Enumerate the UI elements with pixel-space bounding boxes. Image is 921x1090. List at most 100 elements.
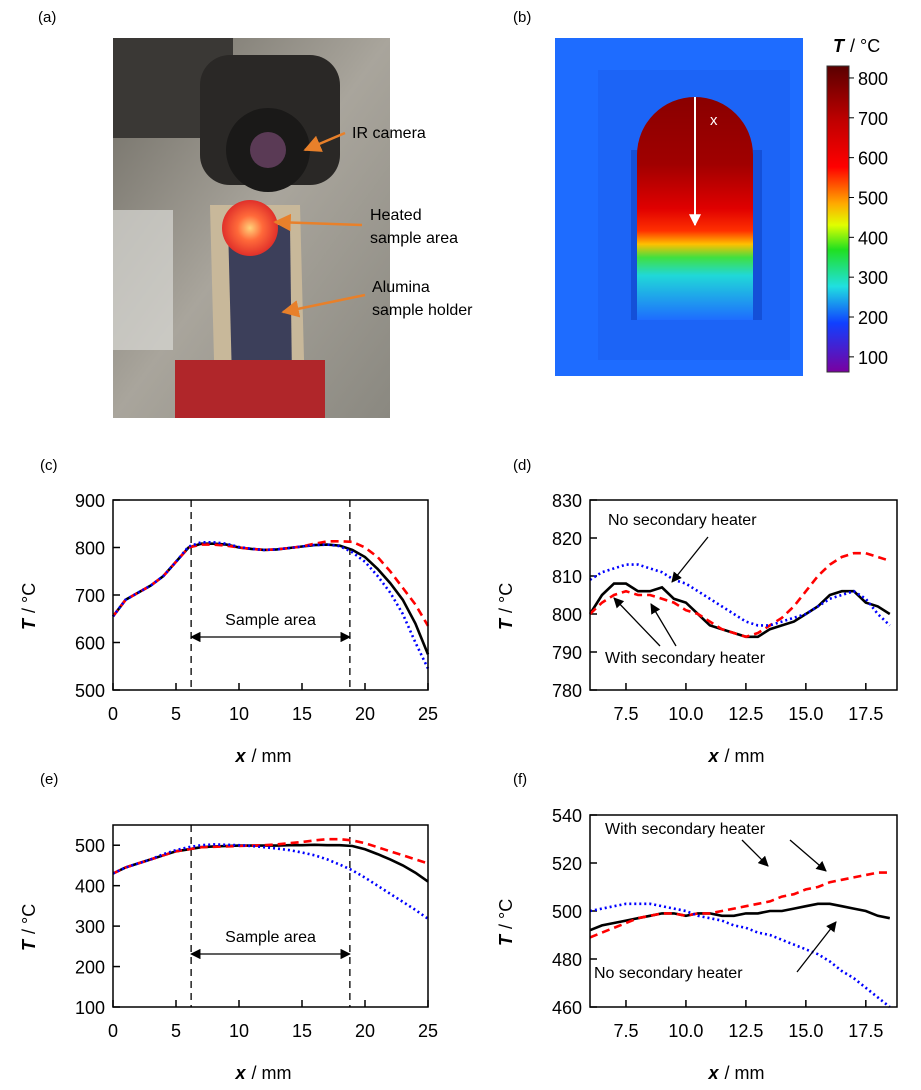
panel-label: (b) (513, 9, 531, 26)
axis-title: x / mm (708, 1063, 765, 1083)
axis-title: T/ °C (833, 36, 880, 56)
axis-title-unit: / °C (496, 583, 516, 613)
x-tick-label: 7.5 (613, 704, 638, 724)
y-tick-label: 200 (75, 958, 105, 978)
plot-frame (589, 814, 898, 1008)
photo-annotation: Alumina (372, 279, 430, 296)
thermal-map (555, 38, 803, 376)
x-tick-label: 17.5 (848, 704, 883, 724)
annotation-arrow (671, 536, 709, 583)
axis-title-variable: T (496, 617, 516, 630)
x-tick-label: 17.5 (848, 1021, 883, 1041)
annotation-arrow (789, 839, 827, 872)
axis-title-unit: / °C (19, 583, 39, 613)
plot-frame (589, 499, 898, 691)
axis-title-unit: / mm (252, 746, 292, 766)
y-tick-label: 800 (75, 539, 105, 559)
plot-frame (112, 499, 429, 691)
colorbar-tick-label: 300 (858, 268, 888, 288)
y-tick-label: 830 (552, 491, 582, 511)
axis-title: x / mm (235, 746, 292, 766)
y-tick-label: 500 (552, 902, 582, 922)
annotation: Sample area (225, 929, 316, 946)
annotation-arrow (650, 603, 677, 647)
colorbar-tick-label: 800 (858, 69, 888, 89)
axis-title-unit: / mm (725, 746, 765, 766)
axis-title-variable: T (496, 933, 516, 946)
data-line (111, 540, 430, 627)
panel-label: (c) (40, 457, 58, 474)
axis-title: T / °C (19, 583, 39, 630)
colorbar-tick-label: 100 (858, 348, 888, 368)
x-tick-label: 25 (418, 704, 438, 724)
y-tick-label: 820 (552, 529, 582, 549)
y-tick-label: 800 (552, 605, 582, 625)
axis-title-unit: / °C (496, 899, 516, 929)
axis-title-variable: x (235, 746, 247, 766)
axis-title-variable: T (19, 938, 39, 951)
axis-title: T / °C (496, 899, 516, 946)
photo-annotation: Heated (370, 207, 422, 224)
x-tick-label: 20 (355, 704, 375, 724)
photo-annotation: sample holder (372, 302, 473, 319)
axis-title-variable: x (708, 1063, 720, 1083)
x-tick-label: 25 (418, 1021, 438, 1041)
x-tick-label: 5 (171, 704, 181, 724)
x-tick-label: 10 (229, 1021, 249, 1041)
y-tick-label: 480 (552, 950, 582, 970)
annotation: With secondary heater (605, 650, 766, 667)
x-tick-label: 10 (229, 704, 249, 724)
y-tick-label: 780 (552, 681, 582, 701)
annotation-arrow (613, 597, 661, 647)
annotation-arrow (741, 839, 769, 867)
axis-title-variable: T (833, 36, 846, 56)
axis-title: T / °C (19, 904, 39, 951)
y-tick-label: 300 (75, 917, 105, 937)
axis-title-unit: / mm (252, 1063, 292, 1083)
y-tick-label: 500 (75, 836, 105, 856)
data-line (588, 582, 891, 639)
panel-label: (f) (513, 771, 527, 788)
axis-title-unit: / °C (19, 904, 39, 934)
colorbar-tick-label: 500 (858, 188, 888, 208)
data-line (589, 563, 891, 627)
annotation: With secondary heater (605, 821, 766, 838)
x-tick-label: 15.0 (788, 1021, 823, 1041)
annotation-arrow (796, 921, 837, 973)
x-tick-label: 7.5 (613, 1021, 638, 1041)
data-line (112, 843, 429, 883)
axis-title-variable: T (19, 617, 39, 630)
axis-marker: x (710, 112, 718, 129)
x-tick-label: 15 (292, 1021, 312, 1041)
data-line (589, 902, 891, 932)
annotation: No secondary heater (594, 965, 743, 982)
y-tick-label: 700 (75, 586, 105, 606)
data-line (589, 902, 891, 1009)
colorbar-axis: 100 200 300 400 500 600 700 800 T / °C (833, 36, 888, 368)
y-tick-label: 540 (552, 806, 582, 826)
photo-annotation: sample area (370, 230, 458, 247)
y-tick-label: 900 (75, 491, 105, 511)
colorbar-tick-label: 400 (858, 228, 888, 248)
data-line (112, 843, 429, 920)
y-tick-label: 790 (552, 643, 582, 663)
x-tick-label: 12.5 (728, 1021, 763, 1041)
colorbar (826, 65, 850, 373)
x-tick-label: 15.0 (788, 704, 823, 724)
x-tick-label: 15 (292, 704, 312, 724)
axis-title-unit: / mm (725, 1063, 765, 1083)
x-tick-label: 10.0 (668, 1021, 703, 1041)
axis-title: x / mm (235, 1063, 292, 1083)
y-tick-label: 100 (75, 998, 105, 1018)
x-tick-label: 10.0 (668, 704, 703, 724)
axis-title-unit: / °C (850, 36, 880, 56)
x-tick-label: 12.5 (728, 704, 763, 724)
y-tick-label: 600 (75, 634, 105, 654)
axis-title: T / °C (496, 583, 516, 630)
colorbar-tick-label: 200 (858, 308, 888, 328)
y-tick-label: 400 (75, 877, 105, 897)
data-line (589, 551, 891, 639)
y-tick-label: 810 (552, 567, 582, 587)
